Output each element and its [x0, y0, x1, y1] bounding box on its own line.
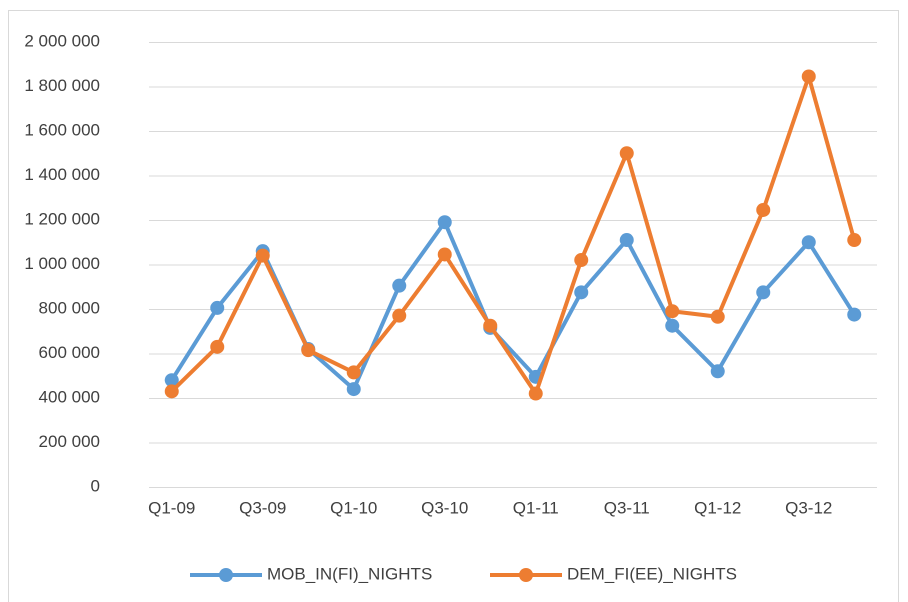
y-tick-label: 400 000 — [39, 387, 100, 406]
y-tick-label: 800 000 — [39, 298, 100, 317]
chart-border — [8, 10, 899, 602]
legend-marker — [519, 568, 533, 582]
point — [164, 384, 179, 399]
legend-label: DEM_FI(EE)_NIGHTS — [567, 564, 737, 583]
point — [346, 382, 361, 397]
point — [574, 285, 589, 300]
x-tick-label: Q1-12 — [694, 498, 741, 517]
x-tick-label: Q1-09 — [148, 498, 195, 517]
point — [619, 233, 634, 248]
point — [392, 308, 407, 323]
point — [710, 309, 725, 324]
point — [801, 69, 816, 84]
point — [255, 248, 270, 263]
point — [847, 307, 862, 322]
legend-marker — [219, 568, 233, 582]
point — [801, 235, 816, 250]
point — [164, 373, 179, 388]
point — [619, 146, 634, 161]
point — [756, 202, 771, 217]
point — [665, 318, 680, 333]
x-tick-label: Q3-12 — [785, 498, 832, 517]
point — [847, 233, 862, 248]
point — [574, 253, 589, 268]
point — [756, 285, 771, 300]
point — [210, 339, 225, 354]
legend-label: MOB_IN(FI)_NIGHTS — [267, 564, 432, 583]
y-tick-label: 1 200 000 — [24, 209, 100, 228]
point — [483, 318, 498, 333]
x-tick-label: Q1-10 — [330, 498, 377, 517]
y-tick-label: 1 400 000 — [24, 165, 100, 184]
point — [437, 247, 452, 262]
point — [665, 304, 680, 319]
y-tick-label: 1 000 000 — [24, 254, 100, 273]
x-tick-label: Q3-10 — [421, 498, 468, 517]
point — [392, 278, 407, 293]
point — [528, 386, 543, 401]
series-line — [169, 74, 857, 396]
point — [346, 365, 361, 380]
point — [437, 215, 452, 230]
y-tick-label: 0 — [91, 476, 100, 495]
y-tick-label: 600 000 — [39, 343, 100, 362]
x-tick-label: Q3-09 — [239, 498, 286, 517]
x-tick-label: Q1-11 — [513, 498, 559, 517]
point — [301, 343, 316, 358]
point — [710, 364, 725, 379]
y-tick-label: 1 800 000 — [24, 76, 100, 95]
x-tick-label: Q3-11 — [604, 498, 650, 517]
y-tick-label: 1 600 000 — [24, 120, 100, 139]
point — [210, 300, 225, 315]
y-tick-label: 2 000 000 — [24, 31, 100, 50]
y-tick-label: 200 000 — [39, 432, 100, 451]
